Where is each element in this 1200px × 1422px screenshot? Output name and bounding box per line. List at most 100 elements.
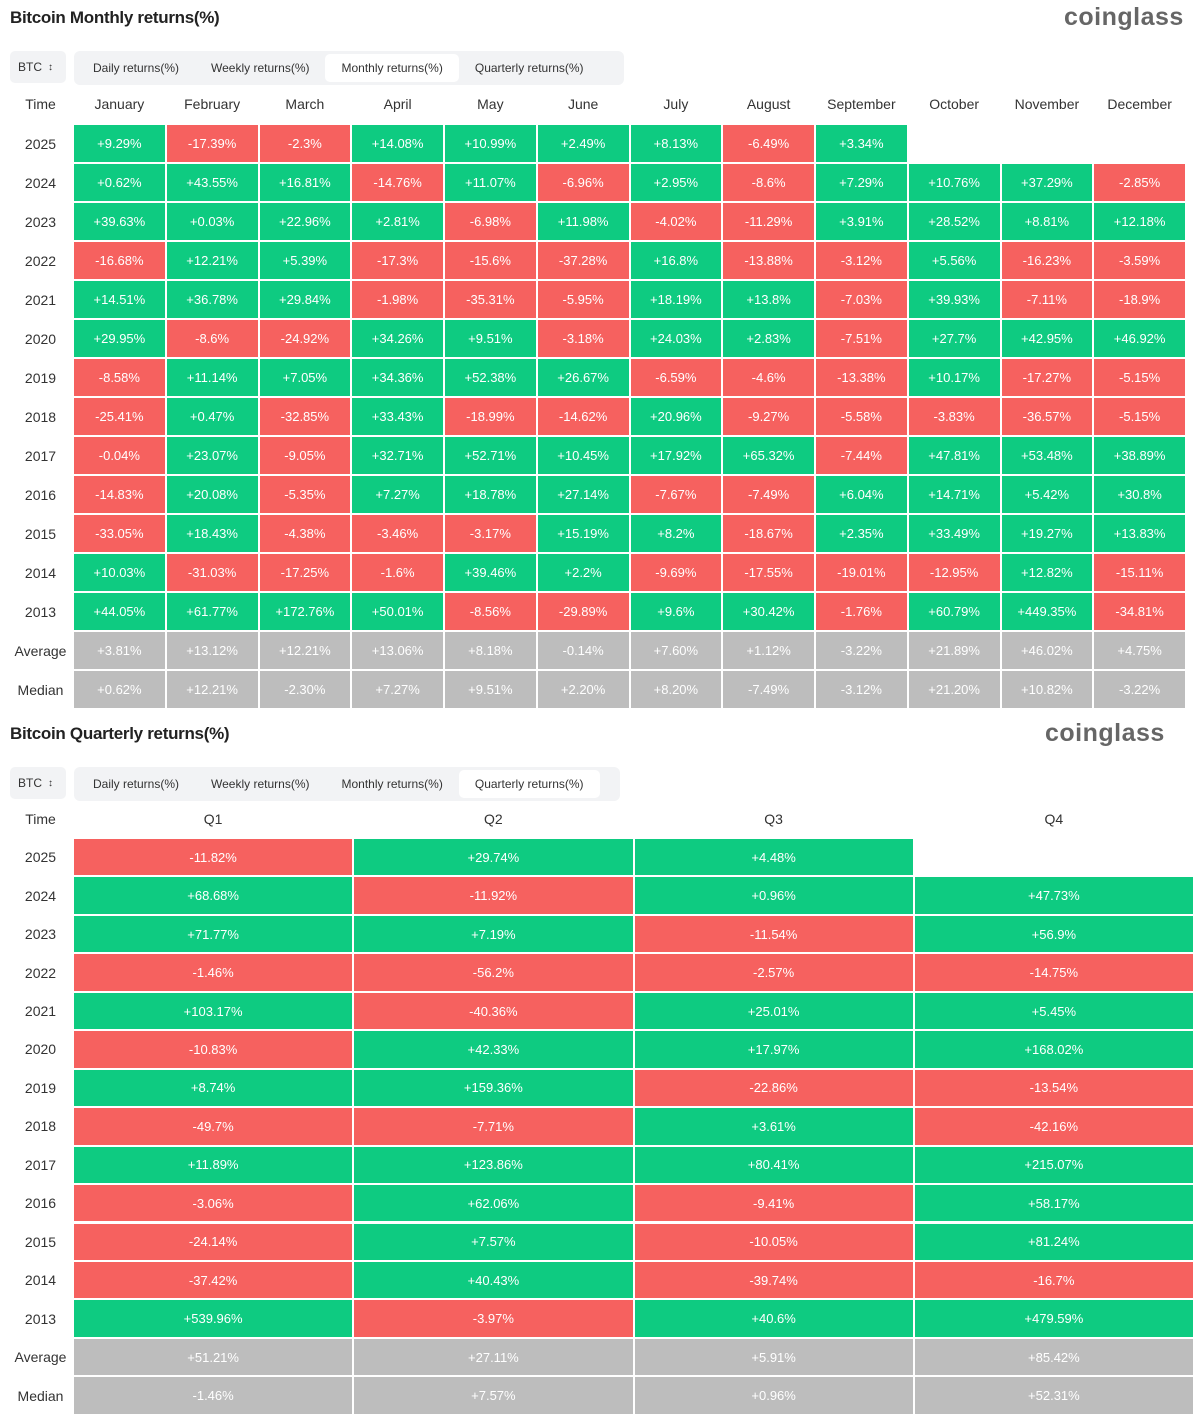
return-cell: +7.60% [629,631,723,670]
return-cell: +18.43% [165,514,259,553]
return-cell: +14.08% [351,124,444,163]
return-cell: +85.42% [913,1337,1194,1377]
return-cell: -18.99% [444,397,537,436]
return-cell: -29.89% [536,592,630,631]
return-cell: -15.6% [444,241,537,280]
section-title: Bitcoin Monthly returns(%) [10,8,220,27]
tab[interactable]: Monthly returns(%) [341,777,443,791]
return-cell: +10.99% [444,124,537,163]
return-cell: -7.71% [353,1107,634,1146]
return-cell: -17.3% [351,241,444,280]
return-cell: -49.7% [73,1107,354,1146]
row-label: 2023 [24,213,57,230]
return-cell: +8.74% [73,1068,354,1108]
return-cell: +60.79% [907,592,1001,631]
return-cell: +16.8% [629,241,723,280]
return-cell: -7.67% [629,475,723,514]
return-cell: -8.6% [722,163,815,202]
return-cell: +33.43% [351,397,444,436]
return-cell: +27.11% [353,1337,634,1377]
column-header: February [184,96,241,112]
return-cell: +9.6% [629,592,723,631]
return-cell: +16.81% [258,163,352,202]
asset-selector[interactable]: BTC ↕ [10,767,66,799]
return-cell: -11.29% [722,202,815,241]
return-cell: +42.33% [353,1030,634,1069]
return-cell: -19.01% [815,553,908,592]
return-cell: +46.02% [1000,631,1094,670]
return-cell: +12.82% [1000,553,1094,592]
tab[interactable]: Daily returns(%) [93,61,180,75]
return-cell: +14.51% [73,280,166,319]
tab[interactable]: Monthly returns(%) [325,54,459,82]
row-label: 2019 [24,369,57,386]
tab[interactable]: Quarterly returns(%) [458,770,600,798]
return-cell: +2.95% [629,163,723,202]
return-cell: -39.74% [633,1260,914,1300]
column-header: Time [25,96,56,112]
column-header: June [567,96,599,112]
tab[interactable]: Quarterly returns(%) [474,61,584,75]
return-cell: -0.14% [536,631,630,670]
row-label: 2019 [24,1079,57,1096]
return-cell: +12.18% [1093,202,1186,241]
return-cell: +4.75% [1093,631,1186,670]
return-cell: -37.42% [73,1260,354,1300]
return-cell: -15.11% [1093,553,1186,592]
return-cell: -24.14% [73,1222,354,1261]
return-cell: +13.06% [351,631,444,670]
return-cell: -5.35% [258,475,352,514]
return-cell: -3.97% [353,1299,634,1338]
return-cell: +3.61% [633,1107,914,1146]
return-cell: +0.96% [633,876,914,915]
tab[interactable]: Daily returns(%) [93,777,180,791]
return-cell: -31.03% [165,553,259,592]
return-cell: +29.95% [73,319,166,358]
row-label: 2024 [24,174,57,191]
return-cell: -9.41% [633,1184,914,1223]
return-cell: +80.41% [633,1145,914,1185]
return-cell: +7.27% [351,475,444,514]
return-cell: +103.17% [73,991,354,1031]
return-cell: -14.76% [351,163,444,202]
asset-selector[interactable]: BTC ↕ [10,51,66,83]
return-cell: +21.89% [907,631,1001,670]
return-cell: +20.96% [629,397,723,436]
return-cell: +42.95% [1000,319,1094,358]
return-cell: +56.9% [913,914,1194,954]
return-cell: +61.77% [165,592,259,631]
return-cell: -34.81% [1093,592,1186,631]
return-cell: +15.19% [536,514,630,553]
return-cell: +19.27% [1000,514,1094,553]
return-cell: +5.91% [633,1337,914,1377]
return-cell: +5.42% [1000,475,1094,514]
return-cell: -3.18% [536,319,630,358]
return-cell: -6.96% [536,163,630,202]
row-label: 2022 [24,964,57,981]
return-cell: -22.86% [633,1068,914,1108]
return-cell: -5.95% [536,280,630,319]
section-title: Bitcoin Quarterly returns(%) [10,724,230,743]
return-cell: -16.7% [913,1260,1194,1300]
return-cell: +10.76% [907,163,1001,202]
return-cell: -11.54% [633,914,914,954]
return-cell: +10.82% [1000,670,1094,709]
return-cell: +0.62% [73,670,166,709]
column-header: August [746,96,791,112]
return-cell: +0.03% [165,202,259,241]
return-cell: +479.59% [913,1299,1194,1338]
return-cell: +215.07% [913,1145,1194,1185]
return-cell: +21.20% [907,670,1001,709]
return-cell: +7.05% [258,358,352,397]
tab[interactable]: Weekly returns(%) [211,61,310,75]
return-cell: +168.02% [913,1030,1194,1069]
return-cell: +2.49% [536,124,630,163]
return-cell: +58.17% [913,1184,1194,1223]
return-cell: -35.31% [444,280,537,319]
return-cell: +12.21% [258,631,352,670]
return-cell: -6.49% [722,124,815,163]
return-cell: +34.26% [351,319,444,358]
return-cell: +3.81% [73,631,166,670]
return-cell: -3.06% [73,1184,354,1223]
tab[interactable]: Weekly returns(%) [211,777,310,791]
